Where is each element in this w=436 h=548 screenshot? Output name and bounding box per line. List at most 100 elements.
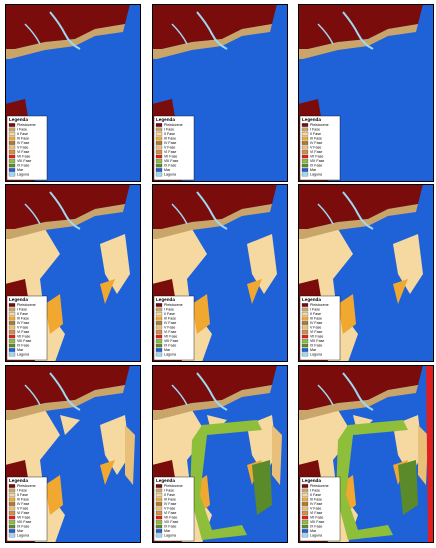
figure: LegendaPleistoceneI FaseII FaseIII FaseI… xyxy=(0,0,436,548)
legend-label: V Fase xyxy=(310,506,321,510)
legend-label: II Fase xyxy=(164,132,175,136)
legend-title: Legenda xyxy=(156,297,175,302)
legend-swatch xyxy=(302,348,308,351)
legend-swatch xyxy=(9,137,15,140)
legend-label: Laguna xyxy=(310,352,322,356)
legend-swatch xyxy=(9,303,15,306)
legend-label: VIII Fase xyxy=(164,339,178,343)
legend-label: VIII Fase xyxy=(310,520,324,524)
legend-label: VIII Fase xyxy=(17,159,31,163)
legend: LegendaPleistoceneI FaseII FaseIII FaseI… xyxy=(7,477,47,541)
legend-swatch xyxy=(9,344,15,347)
legend-label: IX Fase xyxy=(310,343,322,347)
legend-label: VI Fase xyxy=(164,330,176,334)
legend-swatch xyxy=(156,507,162,510)
legend-label: VI Fase xyxy=(17,330,29,334)
legend-swatch xyxy=(156,502,162,505)
legend-label: II Fase xyxy=(164,493,175,497)
legend-label: IV Fase xyxy=(164,321,176,325)
legend-swatch xyxy=(9,330,15,333)
legend: LegendaPleistoceneI FaseII FaseIII FaseI… xyxy=(300,116,340,180)
legend-swatch xyxy=(156,498,162,501)
legend-label: VII Fase xyxy=(17,515,30,519)
legend-swatch xyxy=(156,520,162,523)
legend-label: III Fase xyxy=(17,497,29,501)
legend-label: I Fase xyxy=(310,488,320,492)
legend-label: IX Fase xyxy=(17,163,29,167)
legend-label: I Fase xyxy=(164,307,174,311)
legend: LegendaPleistoceneI FaseII FaseIII FaseI… xyxy=(7,116,47,180)
legend-label: Mar xyxy=(310,348,317,352)
legend-label: Laguna xyxy=(310,533,322,537)
legend-swatch xyxy=(9,146,15,149)
legend-swatch xyxy=(9,489,15,492)
legend-swatch xyxy=(302,123,308,126)
legend-swatch xyxy=(156,155,162,158)
legend-swatch xyxy=(156,317,162,320)
legend-swatch xyxy=(156,348,162,351)
map-panel: LegendaPleistoceneI FaseII FaseIII FaseI… xyxy=(298,365,434,543)
legend-label: III Fase xyxy=(164,316,176,320)
legend-swatch xyxy=(9,520,15,523)
legend-label: Pleistocene xyxy=(164,484,183,488)
legend-label: VIII Fase xyxy=(17,520,31,524)
legend-swatch xyxy=(9,141,15,144)
legend-label: VII Fase xyxy=(310,154,323,158)
legend-swatch xyxy=(156,123,162,126)
legend-label: Mar xyxy=(17,348,24,352)
legend-label: I Fase xyxy=(17,127,27,131)
legend-swatch xyxy=(302,516,308,519)
legend-swatch xyxy=(302,308,308,311)
legend-label: VII Fase xyxy=(164,154,177,158)
legend-swatch xyxy=(302,137,308,140)
legend-label: IX Fase xyxy=(17,524,29,528)
legend-title: Legenda xyxy=(9,478,28,483)
legend-swatch xyxy=(9,484,15,487)
legend-label: Laguna xyxy=(164,172,176,176)
legend-swatch xyxy=(302,173,308,176)
legend-swatch xyxy=(156,489,162,492)
legend-swatch xyxy=(302,502,308,505)
legend-label: VIII Fase xyxy=(310,339,324,343)
legend-label: V Fase xyxy=(310,145,321,149)
legend-label: V Fase xyxy=(17,325,28,329)
legend-swatch xyxy=(156,321,162,324)
legend-label: VII Fase xyxy=(164,334,177,338)
legend-swatch xyxy=(9,516,15,519)
legend-label: IX Fase xyxy=(17,343,29,347)
map-panel: LegendaPleistoceneI FaseII FaseIII FaseI… xyxy=(5,184,141,362)
legend-label: VI Fase xyxy=(310,330,322,334)
legend-swatch xyxy=(302,150,308,153)
legend-swatch xyxy=(302,155,308,158)
legend-label: Pleistocene xyxy=(310,123,329,127)
legend-label: Laguna xyxy=(310,172,322,176)
legend-swatch xyxy=(156,173,162,176)
legend-swatch xyxy=(9,534,15,537)
legend-label: V Fase xyxy=(17,145,28,149)
legend-swatch xyxy=(9,493,15,496)
legend-label: II Fase xyxy=(310,493,321,497)
legend-label: VIII Fase xyxy=(164,159,178,163)
legend-label: II Fase xyxy=(17,312,28,316)
legend-label: VII Fase xyxy=(164,515,177,519)
legend-label: IV Fase xyxy=(17,502,29,506)
legend-label: II Fase xyxy=(310,312,321,316)
legend-title: Legenda xyxy=(9,117,28,122)
legend-label: Pleistocene xyxy=(310,303,329,307)
legend-swatch xyxy=(9,507,15,510)
legend-label: IV Fase xyxy=(310,321,322,325)
legend-swatch xyxy=(9,159,15,162)
legend-swatch xyxy=(156,303,162,306)
legend-swatch xyxy=(156,159,162,162)
legend-label: III Fase xyxy=(310,497,322,501)
legend-label: Mar xyxy=(164,168,171,172)
legend-swatch xyxy=(302,335,308,338)
legend-swatch xyxy=(156,137,162,140)
legend-swatch xyxy=(9,326,15,329)
legend-swatch xyxy=(156,529,162,532)
legend-label: II Fase xyxy=(17,493,28,497)
